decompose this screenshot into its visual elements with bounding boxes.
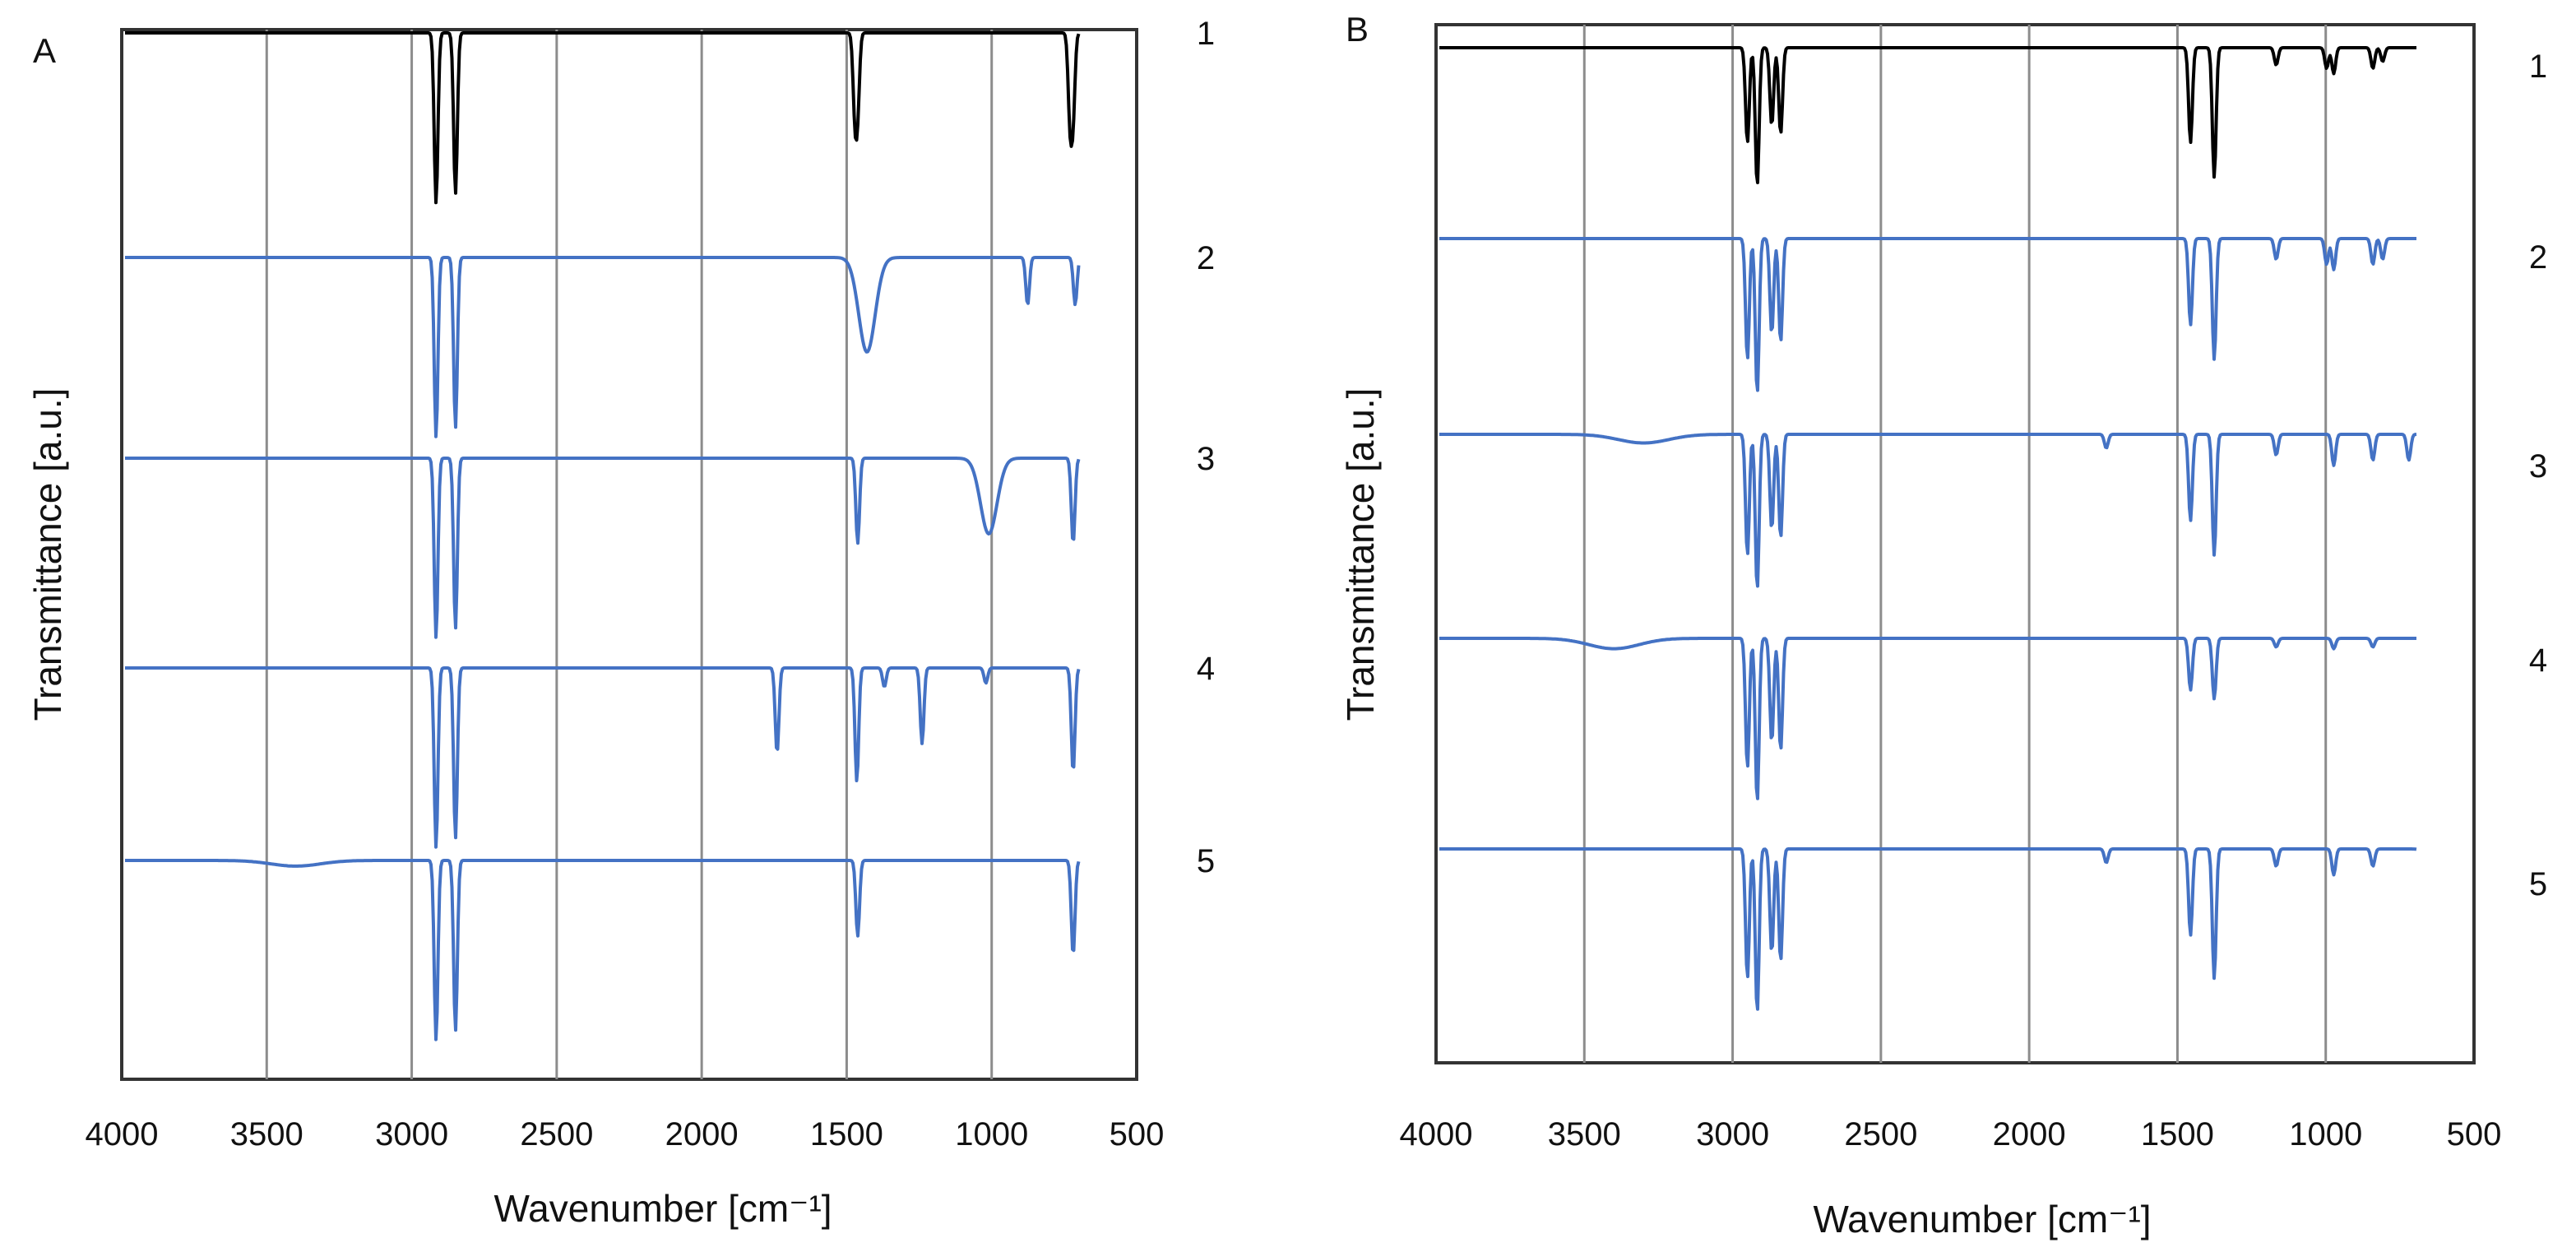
trace-1: [1439, 46, 2417, 184]
x-tick-label-2000: 2000: [665, 1116, 739, 1152]
panel-b-x-axis-title: Wavenumber [cm⁻¹]: [1813, 1198, 2151, 1240]
trace-label-1: 1: [1197, 16, 1215, 52]
x-tick-label-4000: 4000: [86, 1116, 159, 1152]
x-tick-label-500: 500: [2447, 1116, 2502, 1152]
trace-5: [1439, 847, 2417, 1011]
panel-a-gridlines: [265, 30, 994, 1079]
panel-a-label: A: [33, 31, 56, 70]
panel-a-trace-labels: 1 2 3 4 5: [1197, 16, 1215, 879]
trace-label-5: 5: [1197, 843, 1215, 879]
trace-4: [1439, 637, 2417, 800]
panel-b-plot-frame: [1434, 23, 2476, 1064]
x-tick-label-4000: 4000: [1400, 1116, 1473, 1152]
panel-b-gridlines: [1582, 25, 2328, 1063]
trace-label-4: 4: [2529, 642, 2547, 679]
trace-label-4: 4: [1197, 651, 1215, 687]
x-tick-label-1500: 1500: [810, 1116, 883, 1152]
panel-a-x-tick-labels: 4000 3500 3000 2500 2000 1500 1000 500: [86, 1116, 1165, 1152]
panel-b-trace-labels: 1 2 3 4 5: [2529, 49, 2547, 902]
x-tick-label-3000: 3000: [375, 1116, 448, 1152]
trace-1: [124, 31, 1081, 205]
x-tick-label-3500: 3500: [230, 1116, 303, 1152]
x-tick-label-1000: 1000: [2289, 1116, 2362, 1152]
trace-label-3: 3: [2529, 448, 2547, 485]
panel-b-label: B: [1346, 10, 1369, 49]
trace-label-2: 2: [2529, 239, 2547, 276]
trace-label-5: 5: [2529, 866, 2547, 902]
trace-4: [124, 666, 1081, 849]
x-tick-label-3500: 3500: [1548, 1116, 1621, 1152]
panel-a-plot-frame: [120, 28, 1138, 1081]
panel-b-y-axis-title: Transmittance [a.u.]: [1339, 388, 1382, 721]
panel-b-x-tick-labels: 4000 3500 3000 2500 2000 1500 1000 500: [1400, 1116, 2502, 1152]
x-tick-label-1500: 1500: [2141, 1116, 2214, 1152]
trace-3: [124, 457, 1081, 639]
x-tick-label-2000: 2000: [1993, 1116, 2066, 1152]
x-tick-label-2500: 2500: [520, 1116, 593, 1152]
trace-2: [124, 256, 1081, 438]
trace-3: [1439, 433, 2417, 588]
x-tick-label-2500: 2500: [1844, 1116, 1917, 1152]
trace-2: [1439, 237, 2417, 392]
panel-a-x-axis-title: Wavenumber [cm⁻¹]: [493, 1187, 832, 1230]
trace-label-3: 3: [1197, 441, 1215, 477]
trace-label-2: 2: [1197, 240, 1215, 276]
trace-5: [124, 859, 1081, 1041]
panel-b-traces: [1439, 46, 2417, 1011]
x-tick-label-3000: 3000: [1696, 1116, 1769, 1152]
trace-label-1: 1: [2529, 49, 2547, 85]
panel-a-y-axis-title: Transmittance [a.u.]: [26, 388, 69, 721]
x-tick-label-1000: 1000: [955, 1116, 1028, 1152]
panel-a-traces: [124, 31, 1081, 1041]
x-tick-label-500: 500: [1110, 1116, 1165, 1152]
